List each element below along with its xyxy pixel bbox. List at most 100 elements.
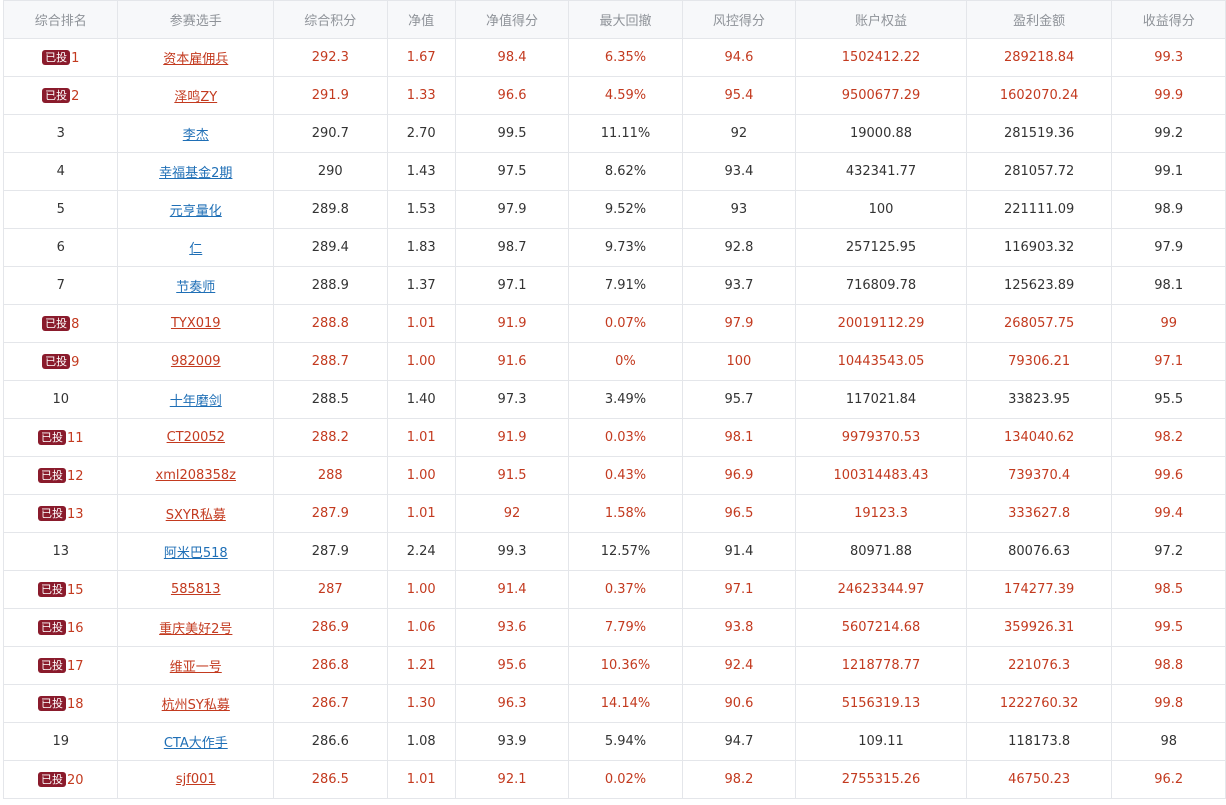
- nav-score-cell: 98.4: [454, 38, 570, 77]
- rank-value: 20: [66, 772, 84, 788]
- max-drawdown-cell: 9.73%: [568, 228, 683, 267]
- invested-badge: 已投: [37, 581, 66, 597]
- rank-cell: 已投 12: [2, 456, 119, 495]
- max-drawdown-cell: 0.03%: [568, 418, 683, 457]
- max-drawdown-cell: 5.94%: [568, 722, 683, 761]
- contestant-link[interactable]: CT20052: [166, 430, 225, 445]
- nav-cell: 2.24: [386, 532, 456, 571]
- rank-cell: 10: [2, 380, 119, 419]
- equity-cell: 19123.3: [795, 494, 967, 533]
- contestant-link[interactable]: 重庆美好2号: [159, 622, 233, 637]
- risk-score-cell: 93.7: [681, 266, 797, 305]
- return-score-cell: 95.5: [1111, 380, 1226, 419]
- header-nav[interactable]: 净值: [386, 0, 456, 39]
- table-row: 4 幸福基金2期 290 1.43 97.5 8.62% 93.4 432341.77 2810…: [2, 152, 1226, 191]
- equity-cell: 2755315.26: [795, 760, 967, 799]
- nav-cell: 1.01: [386, 494, 456, 533]
- contestant-link[interactable]: 阿米巴518: [163, 546, 228, 561]
- nav-cell: 1.01: [386, 304, 456, 343]
- contestant-link[interactable]: 泽鸣ZY: [174, 90, 218, 105]
- nav-score-cell: 91.9: [454, 418, 570, 457]
- equity-cell: 9979370.53: [795, 418, 967, 457]
- equity-cell: 19000.88: [795, 114, 967, 153]
- table-row: 已投 16 重庆美好2号 286.9 1.06 93.6 7.79% 93.8 5607214.…: [2, 608, 1226, 647]
- header-rank[interactable]: 综合排名: [2, 0, 119, 39]
- table-header-row: 综合排名 参赛选手 综合积分 净值 净值得分 最大回撤 风控得分 账户权益 盈利…: [2, 0, 1226, 39]
- max-drawdown-cell: 0.37%: [568, 570, 683, 609]
- profit-cell: 46750.23: [965, 760, 1113, 799]
- contestant-link[interactable]: 节奏师: [176, 280, 216, 295]
- contestant-link[interactable]: 元亨量化: [169, 204, 222, 219]
- header-return-score[interactable]: 收益得分: [1111, 0, 1226, 39]
- invested-badge: 已投: [37, 467, 66, 483]
- nav-cell: 1.43: [386, 152, 456, 191]
- contestant-link[interactable]: 幸福基金2期: [159, 166, 233, 181]
- contestant-link[interactable]: SXYR私募: [165, 508, 226, 523]
- nav-score-cell: 91.9: [454, 304, 570, 343]
- risk-score-cell: 95.7: [681, 380, 797, 419]
- header-profit[interactable]: 盈利金额: [965, 0, 1113, 39]
- header-total-score[interactable]: 综合积分: [273, 0, 388, 39]
- contestant-link[interactable]: CTA大作手: [163, 736, 228, 751]
- nav-cell: 1.00: [386, 570, 456, 609]
- max-drawdown-cell: 0.02%: [568, 760, 683, 799]
- rank-value: 7: [56, 278, 65, 293]
- contestant-cell: 重庆美好2号: [117, 608, 275, 647]
- contestant-link[interactable]: 李杰: [182, 128, 209, 143]
- contestant-link[interactable]: 仁: [189, 242, 203, 257]
- risk-score-cell: 94.6: [681, 38, 797, 77]
- table-row: 已投 2 泽鸣ZY 291.9 1.33 96.6 4.59% 95.4 9500677.29 1…: [2, 76, 1226, 115]
- contestant-cell: 杭州SY私募: [117, 684, 275, 723]
- total-score-cell: 286.9: [273, 608, 388, 647]
- contestant-link[interactable]: 十年磨剑: [169, 394, 222, 409]
- max-drawdown-cell: 6.35%: [568, 38, 683, 77]
- return-score-cell: 98: [1111, 722, 1226, 761]
- contestant-link[interactable]: 杭州SY私募: [161, 698, 230, 713]
- nav-cell: 1.37: [386, 266, 456, 305]
- profit-cell: 116903.32: [965, 228, 1113, 267]
- return-score-cell: 99.8: [1111, 684, 1226, 723]
- header-equity[interactable]: 账户权益: [795, 0, 967, 39]
- profit-cell: 33823.95: [965, 380, 1113, 419]
- contestant-link[interactable]: 982009: [170, 354, 221, 369]
- nav-cell: 1.08: [386, 722, 456, 761]
- max-drawdown-cell: 3.49%: [568, 380, 683, 419]
- risk-score-cell: 92.4: [681, 646, 797, 685]
- total-score-cell: 286.7: [273, 684, 388, 723]
- contestant-cell: 节奏师: [117, 266, 275, 305]
- profit-cell: 79306.21: [965, 342, 1113, 381]
- return-score-cell: 99.9: [1111, 76, 1226, 115]
- contestant-link[interactable]: 585813: [170, 582, 221, 597]
- nav-cell: 1.33: [386, 76, 456, 115]
- header-risk-score[interactable]: 风控得分: [681, 0, 797, 39]
- table-row: 已投 18 杭州SY私募 286.7 1.30 96.3 14.14% 90.6 5156319…: [2, 684, 1226, 723]
- header-max-drawdown[interactable]: 最大回撤: [568, 0, 683, 39]
- contestant-link[interactable]: 维亚一号: [169, 660, 222, 675]
- rank-value: 17: [66, 658, 84, 674]
- rank-value: 6: [56, 240, 65, 255]
- contestant-link[interactable]: xml208358z: [155, 468, 236, 483]
- risk-score-cell: 94.7: [681, 722, 797, 761]
- contestant-cell: SXYR私募: [117, 494, 275, 533]
- nav-score-cell: 97.1: [454, 266, 570, 305]
- rank-cell: 已投 11: [2, 418, 119, 457]
- total-score-cell: 288.2: [273, 418, 388, 457]
- profit-cell: 221076.3: [965, 646, 1113, 685]
- table-row: 已投 20 sjf001 286.5 1.01 92.1 0.02% 98.2 2755315.…: [2, 760, 1226, 799]
- header-nav-score[interactable]: 净值得分: [454, 0, 570, 39]
- total-score-cell: 286.6: [273, 722, 388, 761]
- equity-cell: 257125.95: [795, 228, 967, 267]
- max-drawdown-cell: 0%: [568, 342, 683, 381]
- return-score-cell: 99.4: [1111, 494, 1226, 533]
- table-row: 已投 11 CT20052 288.2 1.01 91.9 0.03% 98.1 9979370…: [2, 418, 1226, 457]
- equity-cell: 5607214.68: [795, 608, 967, 647]
- total-score-cell: 290: [273, 152, 388, 191]
- rank-value: 13: [52, 544, 69, 559]
- contestant-link[interactable]: sjf001: [175, 772, 216, 787]
- contestant-link[interactable]: TYX019: [170, 316, 221, 331]
- equity-cell: 9500677.29: [795, 76, 967, 115]
- return-score-cell: 99: [1111, 304, 1226, 343]
- contestant-link[interactable]: 资本雇佣兵: [163, 52, 229, 67]
- header-contestant[interactable]: 参赛选手: [117, 0, 275, 39]
- risk-score-cell: 92.8: [681, 228, 797, 267]
